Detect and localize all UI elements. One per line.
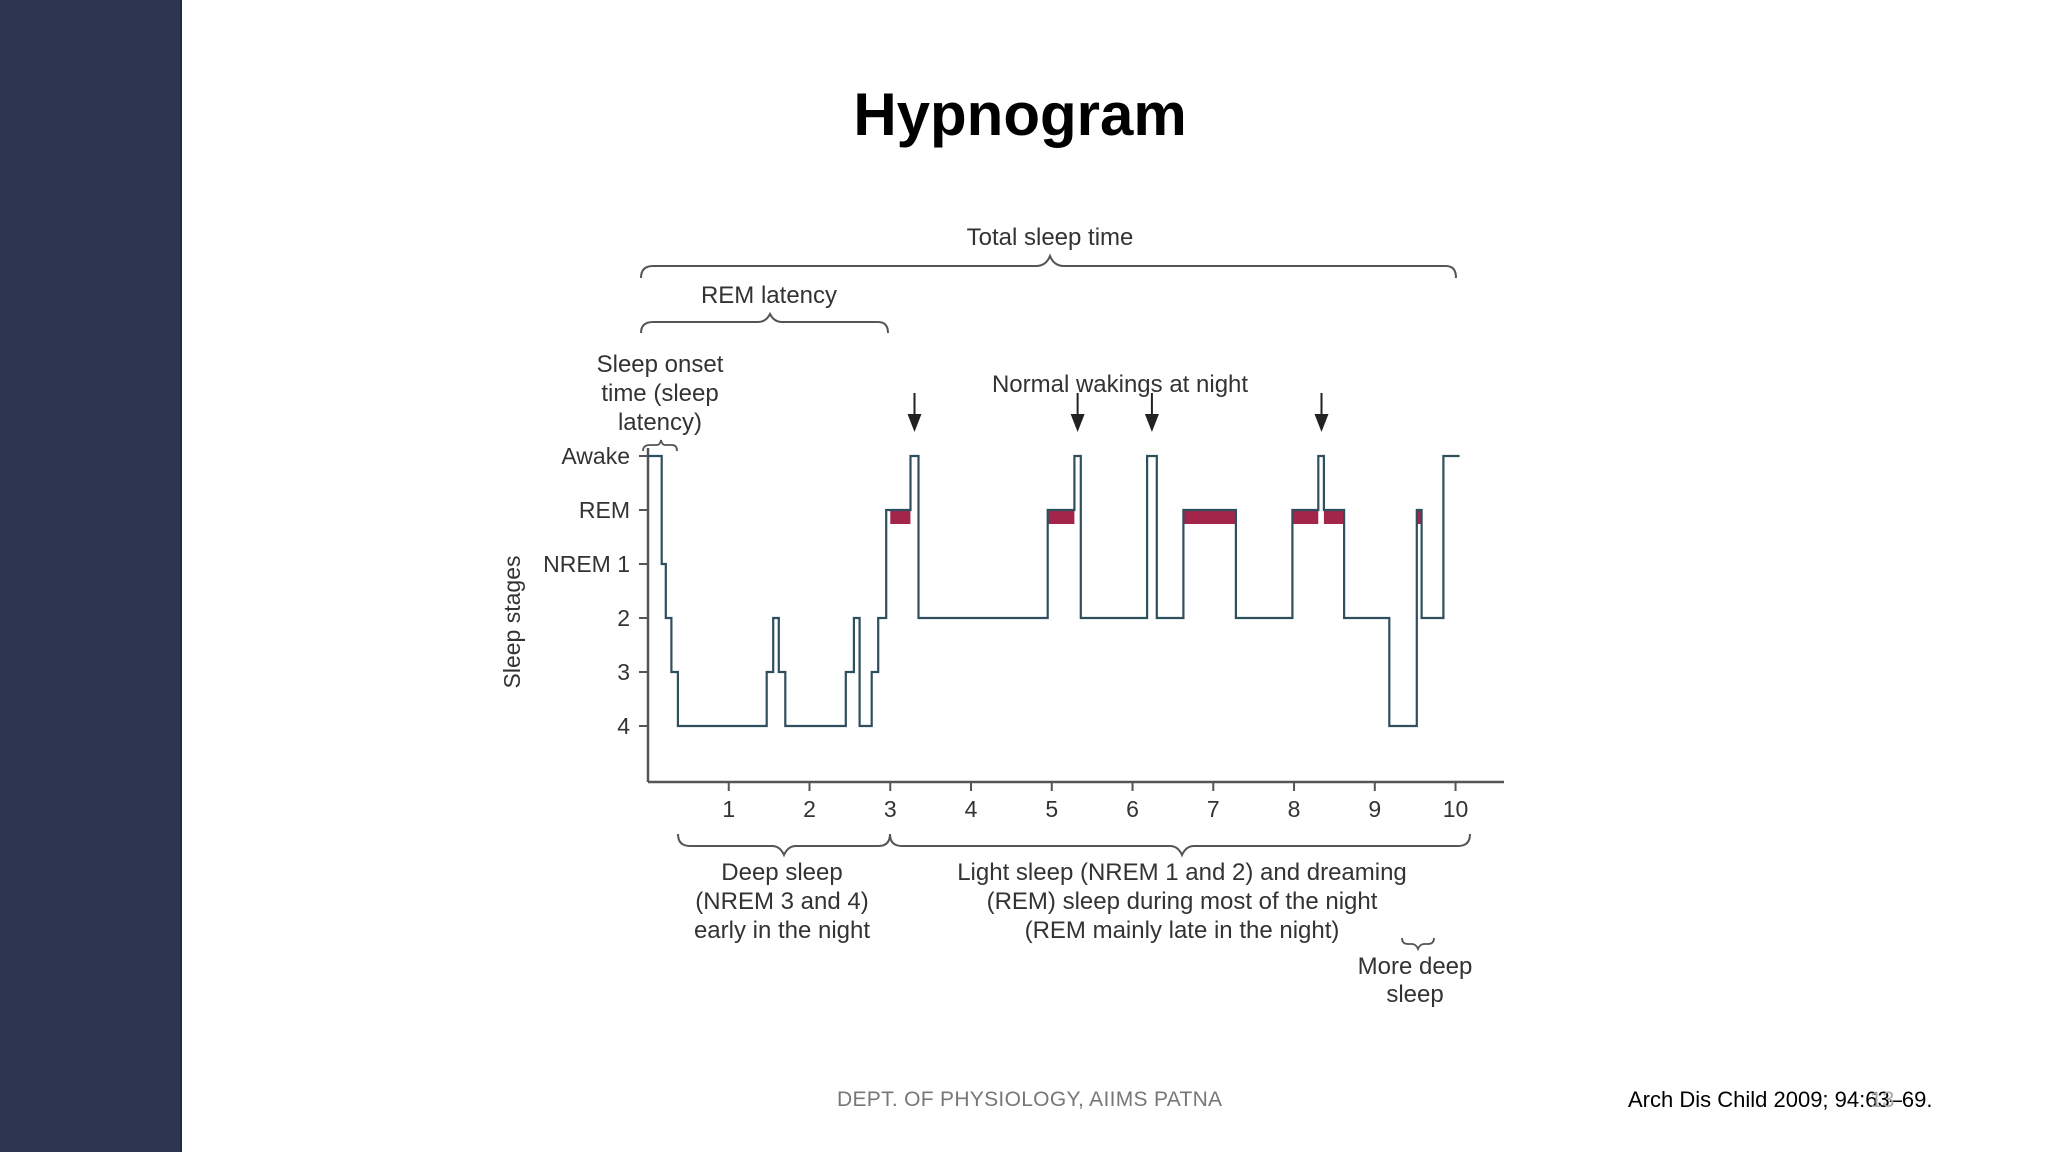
total-sleep-time-brace — [640, 253, 1457, 279]
deep-sleep-line-1: Deep sleep — [721, 859, 842, 886]
light-sleep-line-1: Light sleep (NREM 1 and 2) and dreaming — [957, 859, 1407, 886]
y-tick-label: 2 — [617, 605, 630, 631]
waking-arrow — [1144, 393, 1159, 432]
y-tick-label: 4 — [617, 713, 630, 739]
x-tick-label: 1 — [722, 796, 735, 822]
footer-reference: Arch Dis Child 2009; 94:63–69. — [1628, 1087, 1933, 1112]
x-tick-label: 8 — [1288, 796, 1301, 822]
y-tick-label: 3 — [617, 659, 630, 685]
sleep-onset-brace — [642, 439, 678, 452]
rem-latency-brace — [640, 311, 889, 334]
rem-period-bar — [1047, 509, 1075, 524]
sleep-onset-line-2: time (sleep — [601, 380, 718, 407]
more-deep-sleep-line-2: sleep — [1386, 981, 1443, 1008]
x-tick-label: 6 — [1126, 796, 1139, 822]
waking-arrow — [1314, 393, 1329, 432]
x-tick-label: 10 — [1443, 796, 1469, 822]
more-deep-sleep-line-1: More deep — [1358, 953, 1473, 980]
y-tick-label: NREM 1 — [543, 551, 630, 577]
more-deep-sleep-brace — [1401, 937, 1435, 952]
deep-sleep-line-3: early in the night — [694, 917, 870, 944]
y-tick-label: Awake — [561, 443, 630, 469]
y-tick-label: REM — [579, 497, 630, 523]
waking-arrow — [907, 393, 922, 432]
sleep-onset-line-1: Sleep onset — [597, 351, 724, 378]
x-tick-label: 5 — [1045, 796, 1058, 822]
x-tick-label: 4 — [965, 796, 978, 822]
deep-sleep-brace — [677, 833, 891, 858]
waking-arrow — [1070, 393, 1085, 432]
deep-sleep-line-2: (NREM 3 and 4) — [695, 888, 868, 915]
rem-period-bar — [1323, 509, 1345, 524]
sleep-onset-line-3: latency) — [618, 409, 702, 436]
rem-period-bar — [1183, 509, 1236, 524]
rem-period-bar — [890, 509, 911, 524]
normal-wakings-label: Normal wakings at night — [992, 371, 1248, 398]
total-sleep-time-label: Total sleep time — [967, 224, 1134, 251]
rem-latency-label: REM latency — [701, 282, 837, 309]
light-sleep-brace — [889, 833, 1471, 858]
light-sleep-line-3: (REM mainly late in the night) — [1025, 917, 1340, 944]
slide-title: Hypnogram — [853, 81, 1187, 148]
light-sleep-line-2: (REM) sleep during most of the night — [987, 888, 1378, 915]
rem-period-bar — [1416, 509, 1422, 524]
rem-period-bar — [1292, 509, 1319, 524]
x-tick-label: 2 — [803, 796, 816, 822]
x-tick-label: 9 — [1368, 796, 1381, 822]
y-axis-label: Sleep stages — [499, 556, 525, 689]
x-tick-label: 7 — [1207, 796, 1220, 822]
slide-number: 13 — [1870, 1087, 1895, 1112]
footer-department: DEPT. OF PHYSIOLOGY, AIIMS PATNA — [837, 1088, 1223, 1111]
hypnogram-trace — [648, 454, 1460, 728]
sidebar-panel — [0, 0, 182, 1152]
x-tick-label: 3 — [884, 796, 897, 822]
